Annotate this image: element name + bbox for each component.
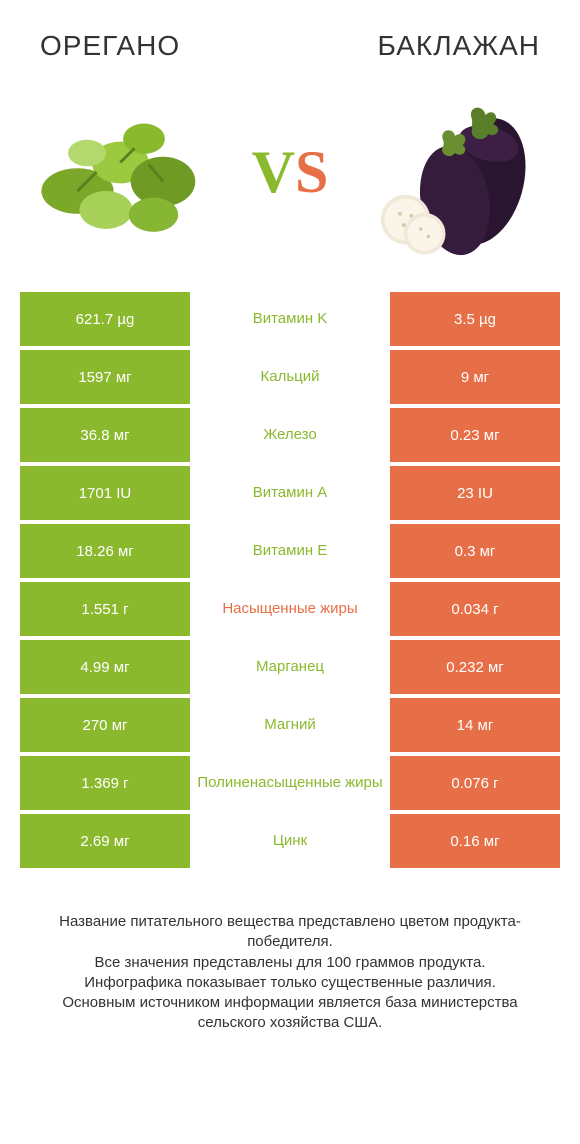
cell-right-value: 0.23 мг	[390, 408, 560, 462]
cell-left-value: 18.26 мг	[20, 524, 190, 578]
vs-label: VS	[252, 138, 329, 207]
cell-nutrient-label: Витамин K	[190, 292, 390, 346]
cell-right-value: 0.3 мг	[390, 524, 560, 578]
cell-nutrient-label: Железо	[190, 408, 390, 462]
cell-left-value: 1.551 г	[20, 582, 190, 636]
vs-v: V	[252, 139, 295, 205]
table-row: 36.8 мгЖелезо0.23 мг	[20, 408, 560, 462]
footer-note: Название питательного вещества представл…	[0, 872, 580, 1034]
comparison-table: 621.7 µgВитамин K3.5 µg1597 мгКальций9 м…	[0, 292, 580, 868]
table-row: 621.7 µgВитамин K3.5 µg	[20, 292, 560, 346]
cell-right-value: 14 мг	[390, 698, 560, 752]
cell-nutrient-label: Кальций	[190, 350, 390, 404]
header: OРЕГАНО БАКЛАЖАН	[0, 0, 580, 72]
cell-right-value: 9 мг	[390, 350, 560, 404]
cell-right-value: 0.076 г	[390, 756, 560, 810]
cell-left-value: 270 мг	[20, 698, 190, 752]
cell-left-value: 1.369 г	[20, 756, 190, 810]
table-row: 4.99 мгМарганец0.232 мг	[20, 640, 560, 694]
cell-right-value: 0.034 г	[390, 582, 560, 636]
cell-nutrient-label: Магний	[190, 698, 390, 752]
vs-row: VS	[0, 72, 580, 292]
cell-nutrient-label: Полиненасыщенные жиры	[190, 756, 390, 810]
table-row: 270 мгМагний14 мг	[20, 698, 560, 752]
cell-left-value: 36.8 мг	[20, 408, 190, 462]
table-row: 1701 IUВитамин A23 IU	[20, 466, 560, 520]
table-row: 1.551 гНасыщенные жиры0.034 г	[20, 582, 560, 636]
cell-left-value: 4.99 мг	[20, 640, 190, 694]
cell-nutrient-label: Цинк	[190, 814, 390, 868]
cell-right-value: 23 IU	[390, 466, 560, 520]
table-row: 18.26 мгВитамин E0.3 мг	[20, 524, 560, 578]
table-row: 1.369 гПолиненасыщенные жиры0.076 г	[20, 756, 560, 810]
cell-left-value: 2.69 мг	[20, 814, 190, 868]
cell-nutrient-label: Витамин A	[190, 466, 390, 520]
footer-line2: Все значения представлены для 100 граммо…	[30, 953, 550, 973]
title-left: OРЕГАНО	[40, 30, 180, 62]
title-right: БАКЛАЖАН	[377, 30, 540, 62]
footer-line4: Основным источником информации является …	[30, 993, 550, 1034]
vs-s: S	[295, 139, 328, 205]
cell-nutrient-label: Насыщенные жиры	[190, 582, 390, 636]
cell-nutrient-label: Витамин E	[190, 524, 390, 578]
table-row: 1597 мгКальций9 мг	[20, 350, 560, 404]
cell-right-value: 3.5 µg	[390, 292, 560, 346]
table-row: 2.69 мгЦинк0.16 мг	[20, 814, 560, 868]
cell-left-value: 621.7 µg	[20, 292, 190, 346]
footer-line3: Инфографика показывает только существенн…	[30, 973, 550, 993]
footer-line1: Название питательного вещества представл…	[30, 912, 550, 953]
cell-left-value: 1597 мг	[20, 350, 190, 404]
eggplant-image	[360, 82, 550, 262]
cell-right-value: 0.232 мг	[390, 640, 560, 694]
oregano-image	[30, 82, 220, 262]
cell-nutrient-label: Марганец	[190, 640, 390, 694]
cell-left-value: 1701 IU	[20, 466, 190, 520]
cell-right-value: 0.16 мг	[390, 814, 560, 868]
